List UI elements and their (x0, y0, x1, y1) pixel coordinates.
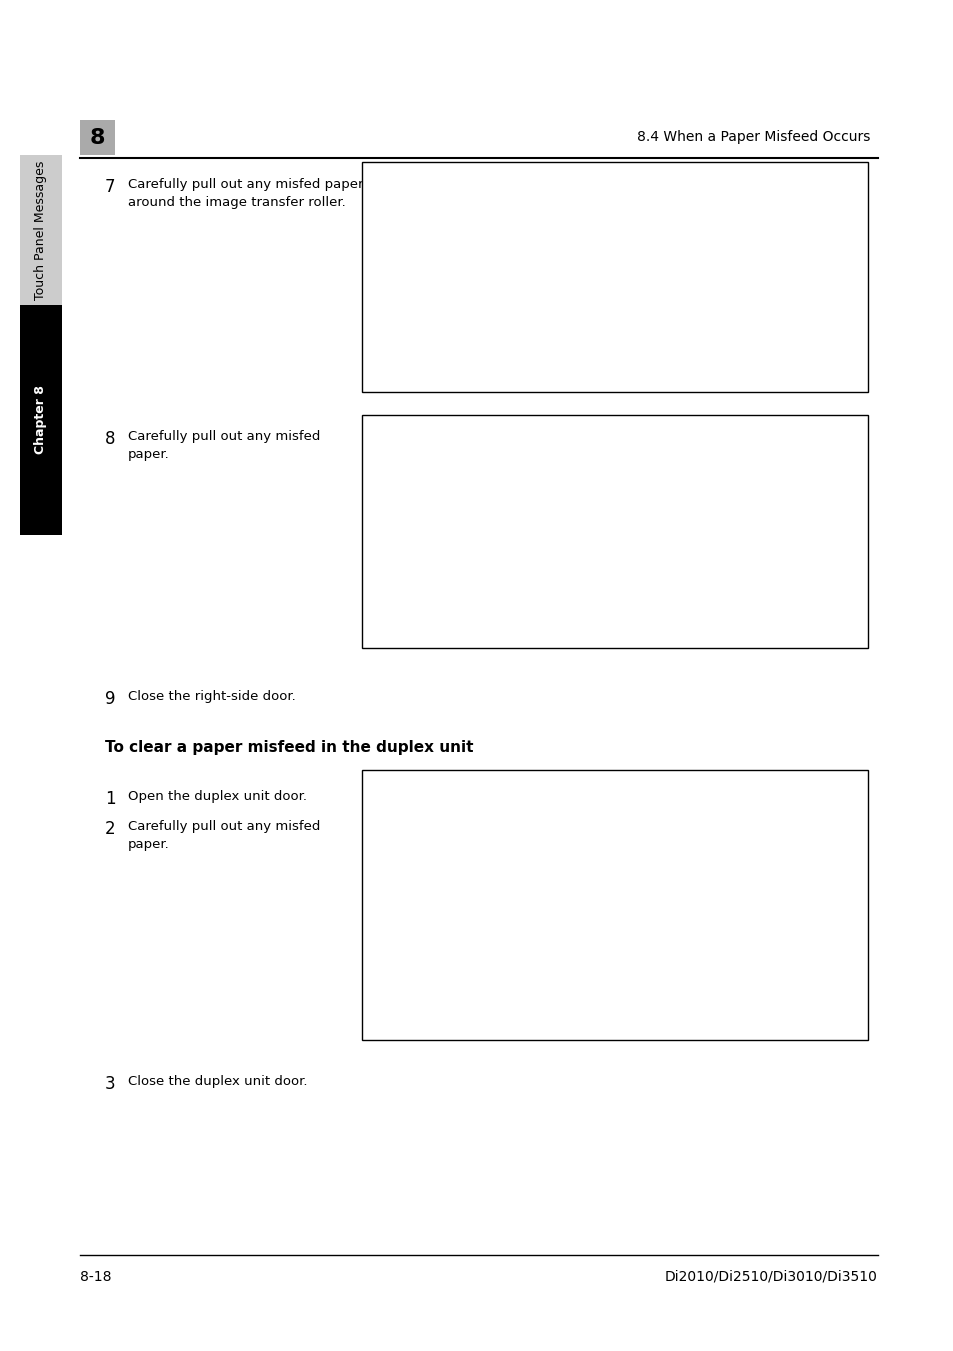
Text: 1: 1 (105, 790, 115, 808)
Text: Touch Panel Messages: Touch Panel Messages (34, 161, 48, 300)
Bar (361, 415, 867, 648)
Text: Chapter 8: Chapter 8 (34, 385, 48, 454)
Text: 9: 9 (105, 690, 115, 708)
Text: 8-18: 8-18 (80, 1270, 112, 1283)
Text: Close the right-side door.: Close the right-side door. (128, 690, 295, 703)
Text: 2: 2 (105, 820, 115, 838)
Bar (20, 155, 62, 305)
Text: To clear a paper misfeed in the duplex unit: To clear a paper misfeed in the duplex u… (105, 740, 473, 755)
Text: around the image transfer roller.: around the image transfer roller. (128, 196, 345, 209)
Bar (20, 305, 62, 535)
Text: Carefully pull out any misfed: Carefully pull out any misfed (128, 820, 320, 834)
Text: 8: 8 (90, 127, 105, 147)
Text: Di2010/Di2510/Di3010/Di3510: Di2010/Di2510/Di3010/Di3510 (664, 1270, 877, 1283)
Text: 8.4 When a Paper Misfeed Occurs: 8.4 When a Paper Misfeed Occurs (636, 131, 869, 145)
Bar (80, 120, 115, 155)
Text: paper.: paper. (128, 449, 170, 461)
Text: Carefully pull out any misfed: Carefully pull out any misfed (128, 430, 320, 443)
Text: 7: 7 (105, 178, 115, 196)
Bar (361, 162, 867, 392)
Text: 3: 3 (105, 1075, 115, 1093)
Text: Carefully pull out any misfed paper: Carefully pull out any misfed paper (128, 178, 363, 190)
Text: 8: 8 (105, 430, 115, 449)
Bar (361, 770, 867, 1040)
Text: Close the duplex unit door.: Close the duplex unit door. (128, 1075, 307, 1088)
Text: Open the duplex unit door.: Open the duplex unit door. (128, 790, 307, 802)
Text: paper.: paper. (128, 838, 170, 851)
